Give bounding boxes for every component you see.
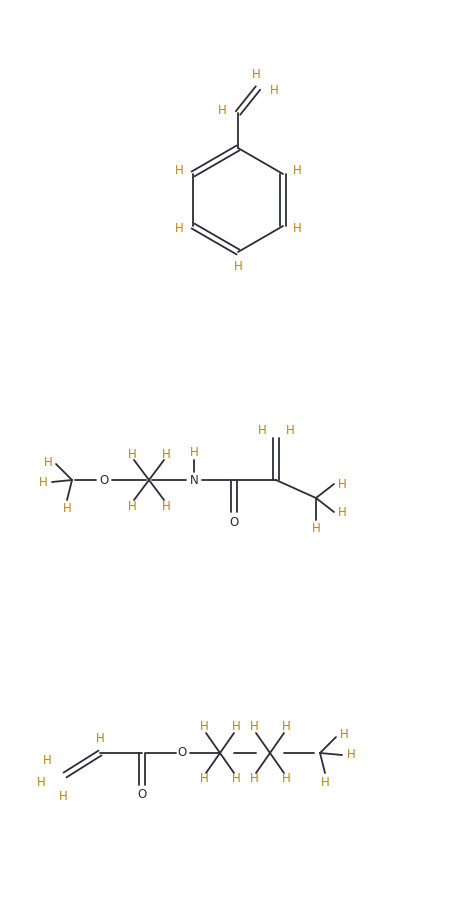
- Text: H: H: [232, 772, 240, 786]
- Text: H: H: [39, 475, 48, 489]
- Text: H: H: [63, 502, 71, 516]
- Text: H: H: [59, 790, 68, 804]
- Text: H: H: [337, 477, 347, 491]
- Text: H: H: [199, 720, 208, 734]
- Text: H: H: [232, 720, 240, 734]
- Text: H: H: [128, 500, 137, 512]
- Text: H: H: [234, 259, 242, 273]
- Text: H: H: [282, 720, 290, 734]
- Text: H: H: [347, 748, 356, 762]
- Text: H: H: [249, 720, 258, 734]
- Text: O: O: [99, 474, 109, 486]
- Text: H: H: [175, 222, 183, 236]
- Text: H: H: [162, 500, 170, 512]
- Text: H: H: [252, 67, 260, 81]
- Text: H: H: [189, 446, 198, 458]
- Text: H: H: [337, 506, 347, 518]
- Text: H: H: [258, 423, 267, 437]
- Text: H: H: [175, 164, 183, 178]
- Text: H: H: [286, 423, 294, 437]
- Text: H: H: [269, 83, 278, 97]
- Text: H: H: [199, 772, 208, 786]
- Text: H: H: [44, 456, 52, 468]
- Text: H: H: [37, 777, 45, 789]
- Text: H: H: [162, 448, 170, 460]
- Text: O: O: [229, 516, 238, 528]
- Text: N: N: [189, 474, 198, 486]
- Text: H: H: [282, 772, 290, 786]
- Text: H: H: [293, 222, 301, 236]
- Text: H: H: [96, 733, 104, 745]
- Text: O: O: [178, 746, 187, 760]
- Text: H: H: [321, 776, 329, 788]
- Text: H: H: [128, 448, 137, 460]
- Text: H: H: [339, 728, 348, 742]
- Text: H: H: [293, 164, 301, 178]
- Text: H: H: [218, 104, 227, 118]
- Text: H: H: [312, 522, 320, 536]
- Text: H: H: [43, 754, 51, 768]
- Text: H: H: [249, 772, 258, 786]
- Text: O: O: [138, 788, 147, 802]
